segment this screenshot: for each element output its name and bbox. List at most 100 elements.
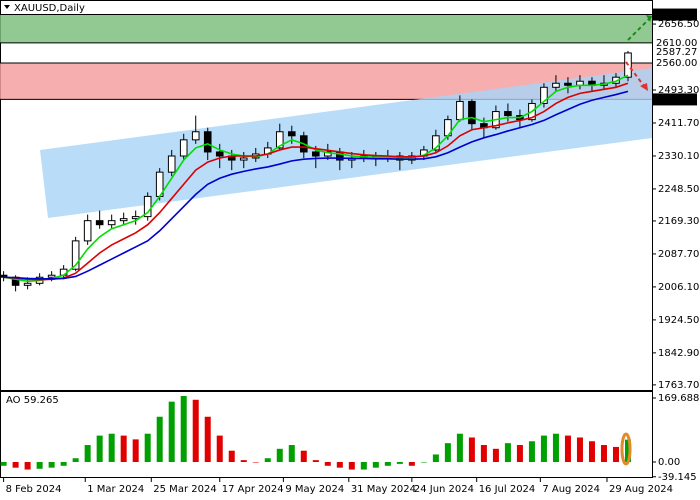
ao-bar xyxy=(480,445,487,463)
moving-average xyxy=(3,74,629,283)
ao-bar xyxy=(0,462,7,466)
ao-bar xyxy=(108,433,115,463)
y-tick-label: 1842.90 xyxy=(658,348,699,359)
x-tick-label: 1 Mar 2024 xyxy=(87,484,144,495)
ao-bar xyxy=(228,450,235,463)
ao-bar xyxy=(60,462,67,466)
ao-bar xyxy=(576,437,583,463)
moving-average xyxy=(3,90,629,280)
ao-bar xyxy=(456,433,463,463)
ao-bar xyxy=(204,416,211,463)
ao-bar xyxy=(120,435,127,463)
candle-body xyxy=(83,220,92,242)
y-tick-label: 1924.50 xyxy=(658,315,699,326)
highlight xyxy=(620,432,632,466)
ao-bar xyxy=(12,462,19,468)
y-tick-label: 2330.10 xyxy=(658,151,699,162)
x-tick-label: 16 Jul 2024 xyxy=(479,484,536,495)
y-tick-label: 2411.70 xyxy=(658,118,699,129)
x-tick-label: 31 May 2024 xyxy=(351,484,416,495)
candle-body xyxy=(95,220,104,226)
ao-bar xyxy=(504,443,511,463)
candle-body xyxy=(468,100,476,125)
candle-body xyxy=(143,195,152,218)
candle-body xyxy=(203,131,212,153)
indicator-panel xyxy=(0,391,653,478)
candle-body xyxy=(215,151,224,157)
ao-bar xyxy=(564,435,571,463)
ao-bar xyxy=(396,462,403,464)
ao-bar xyxy=(84,445,91,463)
ao-bar xyxy=(612,446,619,463)
symbol-arrow xyxy=(4,5,10,9)
ao-bar xyxy=(384,462,391,466)
ao-bar xyxy=(240,460,247,463)
candle-body xyxy=(287,131,296,137)
ao-bar xyxy=(276,448,283,463)
ao-bar xyxy=(420,462,427,463)
level-box xyxy=(653,8,697,21)
x-tick-label: 9 May 2024 xyxy=(285,484,344,495)
ao-bar xyxy=(72,458,79,463)
ao-bar xyxy=(516,445,523,463)
ao-bar xyxy=(348,462,355,470)
x-tick-label: 7 Aug 2024 xyxy=(542,484,600,495)
level-label: 2610.00 xyxy=(656,38,697,49)
current-price-label: 2587.27 xyxy=(656,47,697,58)
ao-bar xyxy=(312,460,319,463)
ao-bar xyxy=(552,433,559,463)
level-box xyxy=(653,57,697,70)
ao-bar xyxy=(588,441,595,463)
ao-bar xyxy=(132,439,139,463)
y-tick-label: 1763.70 xyxy=(658,380,699,391)
level-label: 2680.00 xyxy=(656,10,697,21)
ao-bar xyxy=(336,462,343,468)
ao-bar xyxy=(492,448,499,463)
level-label: 2560.00 xyxy=(656,58,697,69)
price-channel xyxy=(40,68,652,218)
x-tick-label: 24 Jun 2024 xyxy=(414,484,474,495)
candle-body xyxy=(179,139,188,157)
price-panel xyxy=(0,0,653,391)
y-tick-label: 2087.70 xyxy=(658,249,699,260)
candle-body xyxy=(71,240,80,270)
candle-body xyxy=(0,274,8,278)
up-arrow-head xyxy=(646,15,652,22)
y-tick-label: 2493.30 xyxy=(658,85,699,96)
ao-bar xyxy=(324,462,331,466)
ao-bar xyxy=(528,441,535,463)
ao-bar xyxy=(300,450,307,463)
indicator-title: AO 59.265 xyxy=(6,395,59,406)
y-tick-label: 2248.50 xyxy=(658,184,699,195)
candle-body xyxy=(552,82,560,88)
candle-body xyxy=(119,218,128,222)
candle-body xyxy=(504,111,512,117)
candle-body xyxy=(107,220,116,226)
level-label: 2470.00 xyxy=(656,94,697,105)
candle-body xyxy=(167,155,176,173)
moving-average xyxy=(3,82,629,281)
candle-body xyxy=(23,282,32,286)
ao-bar xyxy=(36,462,43,469)
x-tick-label: 8 Feb 2024 xyxy=(6,484,62,495)
current-price-box xyxy=(653,46,697,59)
ao-bar xyxy=(192,399,199,463)
ao-bar xyxy=(48,462,55,468)
y-tick-label: 2656.50 xyxy=(658,19,699,30)
ao-bar xyxy=(24,462,31,470)
candle-body xyxy=(311,151,320,157)
candle-body xyxy=(239,157,248,161)
candle-body xyxy=(432,135,440,151)
ao-bar xyxy=(144,433,151,463)
ao-bar xyxy=(360,462,367,470)
ao-bar xyxy=(600,445,607,463)
candle-body xyxy=(456,100,464,121)
ao-bar xyxy=(264,458,271,463)
x-tick-label: 29 Aug 2024 xyxy=(609,484,673,495)
zone xyxy=(0,14,652,43)
symbol-title: XAUUSD,Daily xyxy=(14,3,85,14)
y-tick-label: 2169.30 xyxy=(658,216,699,227)
ao-bar xyxy=(432,454,439,463)
ao-bar xyxy=(372,462,379,468)
